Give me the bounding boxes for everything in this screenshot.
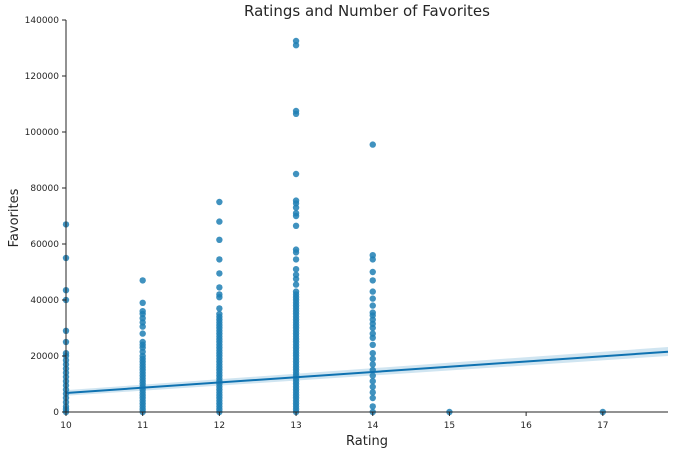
data-point [369,288,376,295]
y-tick-label: 60000 [30,240,59,250]
y-tick-label: 40000 [30,296,59,306]
data-point [369,330,376,337]
data-point [369,389,376,396]
regression-line-layer [65,350,669,394]
data-point [216,236,223,243]
data-point [369,341,376,348]
y-tick-label: 80000 [30,184,59,194]
chart-title: Ratings and Number of Favorites [244,2,490,20]
data-point [216,305,223,312]
x-tick-label: 17 [597,421,608,431]
data-point [216,198,223,206]
data-point [139,330,146,337]
x-tick-label: 11 [137,421,148,431]
data-point [292,281,300,288]
y-axis-ticks: 0 20000 40000 60000 80000 100000 120000 140000 [25,16,66,418]
data-point [139,308,146,315]
data-point [369,383,376,390]
data-point [292,266,300,273]
data-point [292,197,300,204]
y-tick-label: 0 [53,408,59,418]
y-tick-label: 100000 [25,128,60,138]
data-point [292,288,300,295]
data-point [292,107,300,115]
data-point [369,361,376,368]
x-tick-label: 10 [60,421,72,431]
x-axis-label: Rating [346,434,388,449]
x-tick-label: 15 [444,421,455,431]
data-point [369,403,376,410]
y-axis-label: Favorites [7,188,22,247]
y-tick-label: 140000 [25,16,60,26]
x-tick-label: 16 [520,421,532,431]
data-point [216,256,223,263]
data-point [139,277,146,284]
regression-line [65,350,669,394]
data-point [369,394,376,402]
data-point [369,268,376,276]
data-point [369,350,376,357]
data-point [369,295,376,302]
data-point [369,309,376,316]
x-tick-label: 14 [367,421,379,431]
data-point [292,170,300,178]
data-point [292,210,300,217]
data-point [216,270,223,277]
data-point [139,338,146,346]
data-point [369,277,376,284]
data-point [369,378,376,385]
data-point [292,37,300,45]
data-point [292,246,300,253]
data-point [369,141,376,148]
data-point [369,302,376,309]
y-tick-label: 120000 [25,72,60,82]
data-point [139,299,146,306]
data-point [216,284,223,291]
x-tick-label: 13 [290,421,301,431]
y-tick-label: 20000 [30,352,59,362]
x-axis-ticks: 10 11 12 13 14 15 16 17 [60,412,609,431]
data-point [369,355,376,362]
data-point [292,256,300,263]
data-point [369,372,376,379]
data-point [292,222,300,229]
data-point [216,218,223,225]
x-tick-label: 12 [214,421,225,431]
data-point [369,252,376,259]
data-point [216,310,223,318]
data-point [216,291,223,298]
data-point [292,271,300,278]
